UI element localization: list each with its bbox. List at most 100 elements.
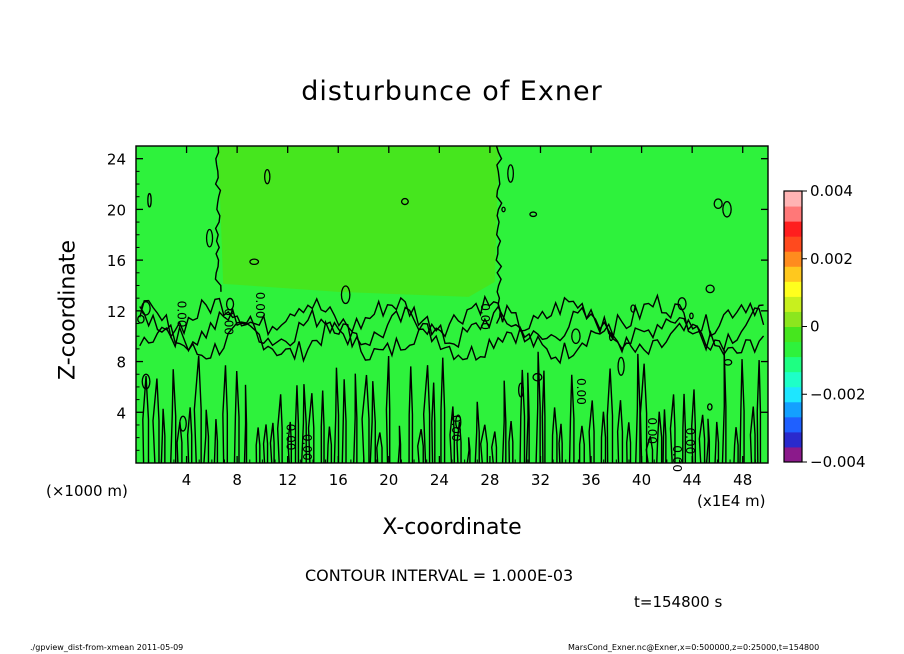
contour-line [287,421,293,464]
contour-line [656,411,663,464]
contour-line [480,424,488,464]
contour-line [474,401,480,464]
contour-line [203,409,210,464]
contour-line [307,393,315,464]
contour-line [139,293,764,340]
contour-label: 0.00 [645,417,659,444]
x-unit-label: (×1000 m) [46,482,128,500]
contour-line [495,145,503,324]
contour-line [300,384,307,464]
colorbar-segment [784,281,802,297]
colorbar-segment [784,386,802,403]
contour-line [255,427,261,464]
contour-line [276,394,283,464]
x-tick-label: 32 [531,471,550,489]
footer-left: ./gpview_dist-from-xmean 2011-05-09 [30,643,184,652]
x-axis-label: X-coordinate [382,515,522,540]
contour-line [369,381,376,464]
contour-line [262,424,269,464]
contour-line [222,365,229,464]
contour-line [243,384,248,464]
contour-blob [507,164,515,183]
contour-line [466,437,471,464]
x-tick-label: 16 [329,471,348,489]
contour-blob [340,285,351,305]
contour-blob [532,372,543,382]
y-tick-label: 24 [107,151,126,169]
colorbar-segment [784,341,802,358]
contour-line [449,406,455,464]
contour-blob [529,211,538,218]
contour-line [326,426,333,464]
contour-line [519,369,526,464]
colorbar-segment [784,206,802,222]
contour-blob [722,200,732,218]
colorbar-segment [784,191,802,207]
contour-line [558,423,563,464]
contour-line [269,422,275,464]
contour-line [186,407,193,464]
x-tick-label: 36 [581,471,600,489]
x-tick-label: 24 [430,471,449,489]
colorbar-segment [784,326,802,343]
contour-line [376,432,383,464]
contour-line [645,436,654,464]
contour-line [578,425,585,464]
contour-line [541,370,546,464]
contour-lines [137,145,765,464]
contour-blob [518,382,524,398]
colorbar-segment [784,311,802,327]
contour-line [691,389,697,464]
contour-line [626,422,632,464]
contour-line [698,414,706,464]
contour-blob [617,356,625,376]
colorbar-tick-label: 0.004 [810,182,853,200]
colorbar-segment [784,356,802,373]
y-tick-label: 20 [107,201,126,219]
contour-label: 0.00 [670,445,684,472]
contour-line [669,394,676,464]
contour-line [139,305,765,353]
contour-blob [140,301,151,316]
contour-blob [630,304,636,313]
contour-blob [723,358,733,366]
contour-line [491,431,498,464]
contour-blob [249,258,260,266]
contour-line [662,409,667,464]
contour-line [705,418,711,464]
contour-blob [400,197,409,206]
contour-line [600,411,607,464]
x-scale-label: (x1E4 m) [697,492,766,510]
x-tick-label: 4 [182,471,192,489]
contour-blob [264,169,271,185]
x-tick-label: 12 [278,471,297,489]
contour-blob [205,228,214,248]
contour-line [139,318,765,365]
contour-blob [147,192,152,208]
contour-label: 0.00 [683,427,697,454]
chart-title: disturbunce of Exner [301,76,603,107]
colorbar-segment [784,236,802,252]
contour-line [501,380,507,464]
contour-line [440,357,446,464]
contour-line [170,369,177,464]
x-tick-label: 40 [632,471,651,489]
x-tick-label: 48 [733,471,752,489]
contour-line [682,393,687,464]
contour-label: 0.00 [253,292,267,319]
contour-line [320,390,325,464]
contour-blob [707,403,713,411]
colorbar-segment [784,221,802,237]
contour-line [408,366,414,464]
colorbar-segment [784,431,802,448]
contour-line [588,400,595,464]
y-tick-label: 12 [107,303,126,321]
colorbar-segment [784,371,802,388]
contour-line [535,351,541,464]
colorbar-tick-label: −0.004 [810,453,866,471]
contour-blob [571,328,581,345]
contour-line [417,429,424,464]
y-tick-label: 4 [116,404,126,422]
contour-line [733,427,739,464]
contour-interval-label: CONTOUR INTERVAL = 1.000E-03 [305,566,574,585]
